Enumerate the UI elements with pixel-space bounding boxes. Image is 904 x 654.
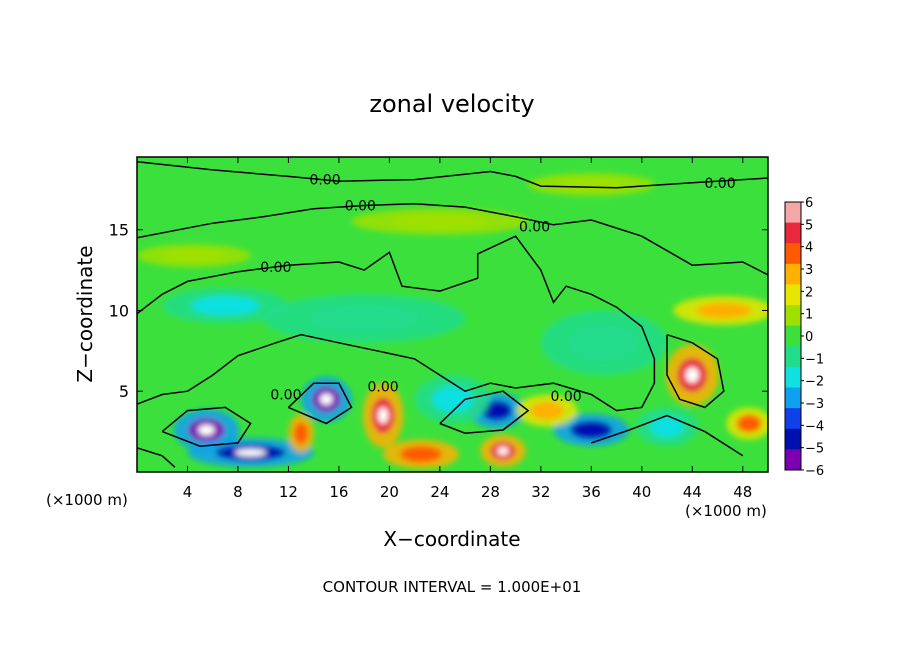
x-tick-label: 4: [183, 483, 193, 501]
zero-contour-line: [137, 203, 768, 276]
heatmap-feature-peak: [319, 393, 333, 405]
heatmap-feature-core: [530, 401, 564, 420]
colorbar-tick-label: 1: [805, 308, 813, 323]
colorbar-segment: [785, 387, 801, 409]
colorbar-tick-label: −5: [805, 442, 824, 457]
x-tick-label: 24: [430, 483, 449, 501]
colorbar-tick-label: −3: [805, 397, 824, 412]
zero-contour-line: [137, 447, 176, 468]
colorbar-tick-label: −1: [805, 352, 824, 367]
colorbar-tick-label: 5: [805, 218, 813, 233]
heatmap-feature-peak: [198, 424, 215, 436]
colorbar-segment: [785, 263, 801, 285]
heatmap-feature-core: [162, 249, 226, 262]
zero-contour-line: [439, 390, 530, 434]
x-tick-label: 28: [481, 483, 500, 501]
heatmap-feature-core: [431, 385, 474, 413]
colorbar-segment: [785, 346, 801, 368]
colorbar-tick-label: 4: [805, 241, 813, 256]
colorbar-segment: [785, 284, 801, 306]
y-tick-label: 10: [109, 301, 129, 320]
colorbar-tick-label: 3: [805, 263, 813, 278]
heatmap-feature-core: [649, 416, 685, 438]
contour-label: 0.00: [260, 260, 291, 276]
colorbar-segment: [785, 449, 801, 471]
contour-label: 0.00: [550, 389, 581, 405]
x-tick-label: 36: [582, 483, 601, 501]
x-unit-right: (×1000 m): [685, 502, 767, 520]
contour-label: 0.00: [345, 198, 376, 214]
heatmap-feature-core: [391, 214, 489, 229]
zero-contour-line: [137, 161, 768, 189]
heatmap-feature-core: [570, 421, 613, 439]
x-tick-label: 32: [531, 483, 550, 501]
heatmap-feature-core: [569, 325, 639, 361]
colorbar-segment: [785, 428, 801, 450]
contour-label: 0.00: [270, 387, 301, 403]
colorbar-segment: [785, 325, 801, 347]
y-tick-label: 5: [119, 382, 129, 401]
chart-title: zonal velocity: [369, 90, 534, 118]
zero-contour-line: [287, 382, 353, 425]
colorbar-segment: [785, 408, 801, 430]
heatmap-feature-core: [696, 302, 752, 319]
x-tick-label: 40: [632, 483, 651, 501]
colorbar-tick-label: 6: [805, 196, 813, 211]
contour-interval-footer: CONTOUR INTERVAL = 1.000E+01: [323, 578, 582, 596]
heatmap-feature-core: [308, 305, 420, 332]
x-axis-label: X−coordinate: [383, 527, 520, 551]
heatmap-feature-core: [294, 422, 309, 444]
colorbar-segment: [785, 222, 801, 244]
colorbar-tick-label: 2: [805, 285, 813, 300]
x-unit-left: (×1000 m): [46, 491, 128, 509]
heatmap-feature-core: [556, 178, 627, 191]
colorbar-segment: [785, 202, 801, 224]
colorbar-tick-label: −6: [805, 464, 824, 479]
contour-label: 0.00: [519, 219, 550, 235]
x-tick-label: 12: [279, 483, 298, 501]
contour-label: 0.00: [309, 173, 340, 189]
colorbar-segment: [785, 366, 801, 389]
x-tick-label: 20: [380, 483, 399, 501]
contour-label: 0.00: [704, 176, 735, 192]
heatmap-feature-peak: [497, 446, 509, 456]
zero-contour-line: [666, 333, 725, 409]
heatmap-feature-peak: [378, 407, 389, 424]
colorbar-segment: [785, 243, 801, 265]
zero-contour-line: [137, 235, 656, 412]
colorbar-segment: [785, 305, 801, 327]
plot-frame: [136, 156, 769, 473]
heatmap-feature-core: [736, 414, 762, 433]
colorbar-tick-label: −4: [805, 419, 824, 434]
colorbar-tick-label: −2: [805, 375, 824, 390]
heatmap-feature-core: [400, 446, 442, 463]
x-tick-label: 16: [329, 483, 348, 501]
x-tick-label: 48: [733, 483, 752, 501]
colorbar-tick-label: 0: [805, 330, 813, 345]
heatmap-feature-core: [190, 295, 261, 316]
y-axis-label: Z−coordinate: [73, 245, 97, 382]
heatmap-feature-core: [481, 400, 512, 421]
heatmap-feature-peak: [234, 448, 267, 457]
heatmap-feature-peak: [685, 367, 699, 383]
zero-contour-line: [161, 406, 252, 447]
x-tick-label: 8: [233, 483, 243, 501]
contour-label: 0.00: [368, 379, 399, 395]
x-tick-label: 44: [683, 483, 702, 501]
plot-area: [137, 157, 768, 472]
y-tick-label: 15: [109, 221, 129, 240]
zero-contour-line: [591, 414, 744, 457]
